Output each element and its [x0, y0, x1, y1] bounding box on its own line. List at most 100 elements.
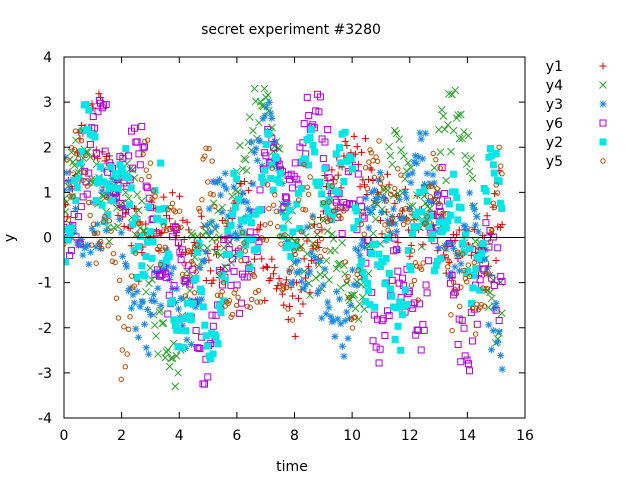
point-y3	[256, 137, 264, 145]
point-y2	[183, 299, 191, 307]
point-y3	[262, 103, 270, 111]
point-y2	[149, 238, 157, 246]
point-y5	[273, 208, 280, 215]
point-y2	[391, 335, 399, 343]
point-y4	[239, 165, 247, 173]
point-y6	[209, 322, 217, 330]
point-y3	[365, 224, 373, 232]
point-y5	[140, 151, 146, 157]
point-y2	[498, 204, 506, 212]
point-y5	[313, 244, 319, 251]
point-y6	[497, 272, 505, 280]
point-y3	[250, 149, 258, 157]
point-y5	[100, 219, 107, 225]
point-y4	[275, 145, 284, 153]
point-y6	[441, 189, 449, 197]
point-y4	[388, 160, 397, 169]
point-y2	[425, 223, 433, 231]
point-y4	[347, 291, 356, 299]
point-y1	[376, 217, 384, 225]
point-y4	[167, 354, 175, 363]
point-y3	[415, 153, 423, 161]
point-y6	[399, 274, 407, 282]
point-y2	[461, 231, 469, 239]
point-y3	[349, 266, 357, 274]
point-y2	[478, 249, 486, 257]
point-y3	[236, 223, 244, 231]
point-y5	[378, 175, 385, 181]
point-y4	[371, 215, 380, 224]
point-y5	[493, 182, 499, 188]
point-y5	[237, 245, 243, 251]
point-y4	[328, 230, 336, 239]
point-y2	[385, 269, 393, 277]
point-y6	[375, 359, 383, 367]
point-y3	[357, 241, 365, 249]
point-y2	[108, 196, 116, 204]
point-y5	[433, 156, 439, 163]
point-y5	[449, 327, 455, 334]
point-y6	[101, 147, 109, 155]
point-y6	[131, 124, 139, 132]
point-y5	[289, 317, 296, 323]
point-y5	[93, 260, 99, 266]
point-y2	[302, 156, 310, 164]
point-y2	[126, 201, 134, 209]
point-y5	[274, 224, 281, 230]
point-y4	[209, 199, 218, 207]
point-y5	[214, 292, 221, 298]
point-y2	[103, 180, 111, 188]
point-y3	[174, 305, 182, 313]
point-y2	[348, 165, 356, 173]
point-y3	[373, 195, 381, 203]
point-y6	[76, 240, 84, 248]
point-y5	[90, 221, 97, 227]
point-y3	[429, 171, 437, 179]
legend-marker-y2	[599, 138, 607, 146]
point-y5	[144, 137, 151, 143]
point-y6	[476, 276, 484, 284]
point-y3	[417, 135, 425, 143]
point-y4	[436, 148, 445, 157]
point-y2	[215, 302, 223, 310]
point-y5	[179, 271, 186, 278]
point-y2	[212, 333, 220, 341]
point-y6	[438, 164, 446, 172]
point-y6	[324, 125, 332, 133]
point-y2	[76, 159, 84, 167]
point-y5	[102, 213, 108, 220]
point-y5	[87, 212, 93, 219]
point-y6	[242, 255, 250, 263]
point-y2	[409, 230, 417, 238]
point-y2	[307, 126, 315, 134]
point-y3	[401, 189, 409, 197]
series-y2	[64, 101, 506, 363]
point-y2	[321, 165, 329, 173]
point-y2	[334, 188, 342, 196]
point-y4	[260, 84, 269, 93]
x-axis-label: time	[276, 459, 308, 475]
point-y4	[322, 256, 331, 265]
point-y6	[376, 345, 384, 353]
point-y3	[134, 333, 142, 341]
point-y4	[430, 163, 439, 172]
point-y2	[295, 189, 303, 197]
point-y2	[381, 280, 389, 288]
point-y4	[447, 147, 455, 156]
point-y3	[66, 185, 74, 193]
point-y2	[362, 298, 370, 306]
point-y3	[70, 228, 78, 236]
point-y2	[91, 133, 99, 141]
point-y2	[413, 223, 421, 231]
point-y5	[355, 267, 361, 273]
point-y2	[358, 257, 366, 265]
point-y3	[170, 264, 178, 272]
point-y3	[234, 232, 242, 240]
point-y4	[404, 158, 412, 167]
point-y5	[357, 274, 363, 281]
point-y3	[291, 258, 299, 266]
point-y2	[431, 267, 439, 275]
point-y6	[178, 246, 186, 254]
point-y5	[242, 248, 249, 254]
point-y2	[189, 299, 197, 307]
